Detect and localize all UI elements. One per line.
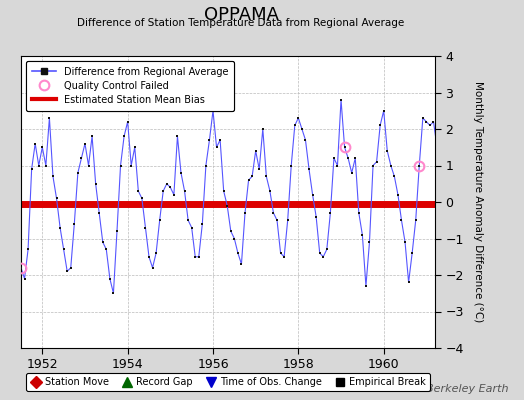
Legend: Station Move, Record Gap, Time of Obs. Change, Empirical Break: Station Move, Record Gap, Time of Obs. C…	[26, 373, 430, 391]
Legend: Difference from Regional Average, Quality Control Failed, Estimated Station Mean: Difference from Regional Average, Qualit…	[26, 61, 234, 111]
Text: Berkeley Earth: Berkeley Earth	[426, 384, 508, 394]
Y-axis label: Monthly Temperature Anomaly Difference (°C): Monthly Temperature Anomaly Difference (…	[473, 81, 483, 323]
Text: OPPAMA: OPPAMA	[203, 6, 279, 24]
Text: Difference of Station Temperature Data from Regional Average: Difference of Station Temperature Data f…	[78, 18, 405, 28]
